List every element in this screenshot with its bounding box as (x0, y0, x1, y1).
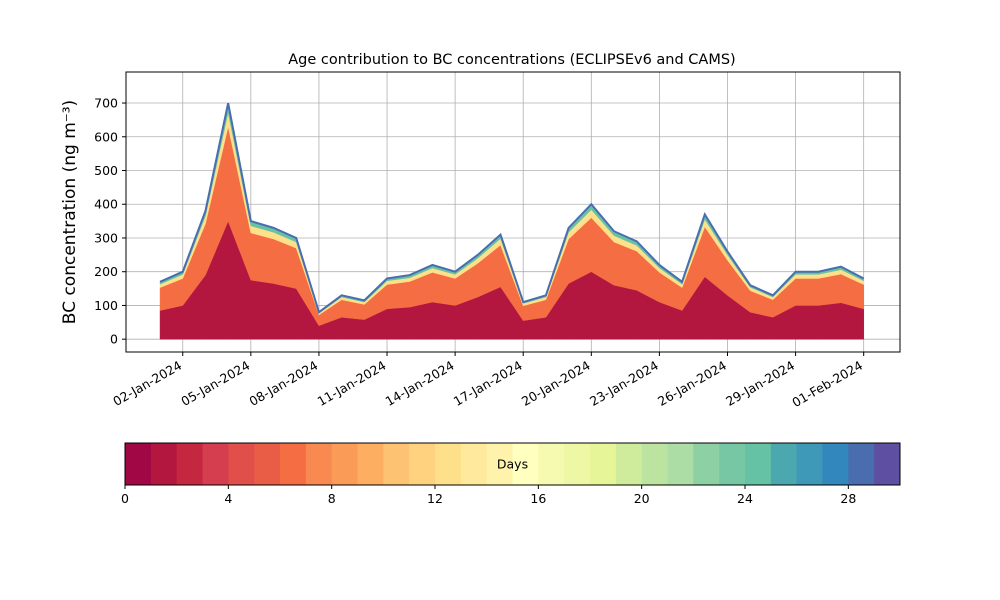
colorbar-swatch (538, 443, 565, 485)
colorbar-swatch (202, 443, 229, 485)
colorbar-swatch (305, 443, 333, 485)
colorbar-tick-label: 16 (530, 491, 546, 506)
y-tick-label: 700 (94, 96, 118, 111)
colorbar-swatch (796, 443, 823, 485)
x-tick-label: 29-Jan-2024 (723, 358, 797, 409)
colorbar-tick-label: 20 (634, 491, 650, 506)
colorbar-swatch (770, 443, 798, 485)
colorbar-tick-label: 8 (328, 491, 336, 506)
colorbar-label: Days (497, 457, 528, 472)
y-tick-label: 200 (94, 264, 118, 279)
x-tick-label: 11-Jan-2024 (315, 358, 389, 409)
y-tick-label: 100 (94, 298, 118, 313)
colorbar-tick-label: 24 (737, 491, 753, 506)
colorbar-swatch (590, 443, 617, 485)
colorbar-swatch (460, 443, 488, 485)
y-tick-label: 500 (94, 163, 118, 178)
x-tick-label: 17-Jan-2024 (451, 358, 525, 409)
colorbar-swatch (228, 443, 255, 485)
x-tick-label: 08-Jan-2024 (247, 358, 321, 409)
colorbar-swatch (125, 443, 152, 485)
colorbar-swatch (615, 443, 643, 485)
colorbar-tick-label: 0 (121, 491, 129, 506)
colorbar-swatch (719, 443, 746, 485)
colorbar-swatch (331, 443, 358, 485)
x-tick-label: 14-Jan-2024 (383, 358, 457, 409)
colorbar-tick-label: 28 (840, 491, 856, 506)
colorbar-swatch (254, 443, 281, 485)
colorbar-frame (124, 442, 901, 486)
y-tick-label: 0 (110, 332, 118, 347)
colorbar-swatch (176, 443, 203, 485)
x-tick-label: 20-Jan-2024 (519, 358, 593, 409)
x-tick-label: 23-Jan-2024 (587, 358, 661, 409)
x-tick-label: 02-Jan-2024 (110, 358, 184, 409)
colorbar-swatch (280, 443, 307, 485)
colorbar-tick-label: 4 (224, 491, 232, 506)
colorbar-swatch (512, 443, 539, 485)
colorbar-swatch (486, 443, 513, 485)
colorbar-swatch (150, 443, 178, 485)
colorbar-swatch (874, 443, 901, 485)
colorbar-swatch (693, 443, 720, 485)
colorbar-swatch (435, 443, 462, 485)
colorbar-swatch (564, 443, 591, 485)
colorbar-swatch (409, 443, 436, 485)
colorbar-swatch (641, 443, 668, 485)
top-line (159, 102, 865, 314)
colorbar-swatch (848, 443, 875, 485)
colorbar-swatch (822, 443, 849, 485)
colorbar-tick-label: 12 (427, 491, 443, 506)
colorbar-swatch (357, 443, 384, 485)
x-tick-label: 26-Jan-2024 (655, 358, 729, 409)
y-axis-label: BC concentration (ng m⁻³) (60, 100, 80, 324)
y-tick-label: 600 (94, 129, 118, 144)
plot-frame (125, 71, 901, 353)
colorbar-swatch (383, 443, 410, 485)
x-tick-label: 01-Feb-2024 (789, 358, 865, 410)
y-tick-label: 300 (94, 230, 118, 245)
chart-title: Age contribution to BC concentrations (E… (288, 52, 735, 68)
colorbar-swatch (667, 443, 694, 485)
x-tick-label: 05-Jan-2024 (178, 358, 252, 409)
y-tick-label: 400 (94, 197, 118, 212)
colorbar-swatch (745, 443, 772, 485)
